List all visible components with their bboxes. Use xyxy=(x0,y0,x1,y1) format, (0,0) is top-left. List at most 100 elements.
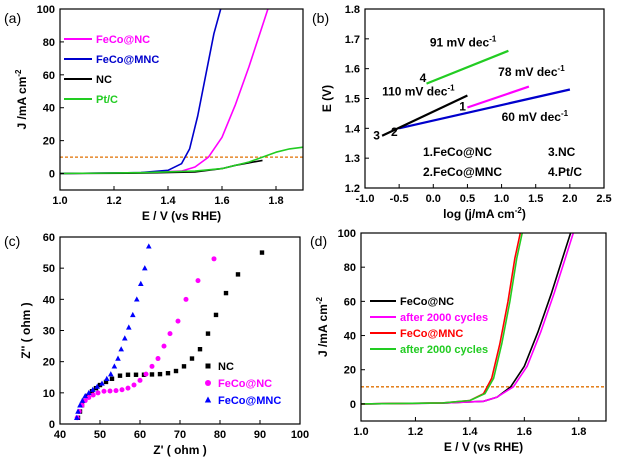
data-point xyxy=(155,356,161,362)
annotation: 91 mV dec-1 xyxy=(430,34,497,49)
annotation: 2 xyxy=(391,125,398,139)
data-point xyxy=(104,375,110,382)
data-point xyxy=(125,372,131,377)
x-tick-label: 50 xyxy=(94,429,106,441)
chart-panel-1: (a) 1.0 1.2 1.4 1.6 1.8 0 20 40 60 80 100 E / V (vs … xyxy=(4,4,304,223)
data-point xyxy=(149,372,155,377)
y-tick-label: 80 xyxy=(43,37,55,49)
x-axis-label: log (j/mA cm-2) xyxy=(443,206,526,221)
x-axis-label: E / V (vs RHE) xyxy=(444,440,523,454)
data-point xyxy=(118,346,124,352)
data-point xyxy=(138,280,144,286)
y-axis-label: J /mA cm-2 xyxy=(14,69,29,130)
series-line-2 xyxy=(360,232,575,405)
data-point xyxy=(74,414,80,420)
x-tick-label: 1.2 xyxy=(408,426,423,438)
legend-marker xyxy=(204,396,212,403)
series-2 xyxy=(74,256,217,421)
x-tick-label: 1.6 xyxy=(214,195,229,207)
y-axis-label: Z'' ( ohm ) xyxy=(19,302,33,358)
legend-marker xyxy=(205,363,211,369)
x-tick-label: 1.5 xyxy=(528,193,543,205)
y-tick-label: 60 xyxy=(43,70,55,82)
x-tick-label: -0.5 xyxy=(390,193,409,205)
data-point xyxy=(113,388,119,394)
chart-panel-4: (d) 1.0 1.2 1.4 1.6 1.8 0 20 40 60 80 100 E / V (vs … xyxy=(310,228,607,454)
data-point xyxy=(95,390,101,396)
data-point xyxy=(205,331,211,336)
data-point xyxy=(134,296,140,302)
y-tick-label: 20 xyxy=(43,136,55,148)
x-tick-label: 2.5 xyxy=(596,193,611,205)
x-tick-label: -1.0 xyxy=(356,193,375,205)
y-tick-label: 1.4 xyxy=(345,123,361,135)
y-tick-label: 1.7 xyxy=(345,34,360,46)
data-point xyxy=(90,386,96,392)
data-point xyxy=(77,402,83,408)
annotations-panel-2: 91 mV dec-178 mV dec-1 110 mV dec-1 60 mV … xyxy=(373,34,568,142)
data-point xyxy=(130,311,136,318)
y-tick-label: 1.3 xyxy=(345,153,360,165)
y-tick-label: 1.5 xyxy=(345,94,360,106)
series-3 xyxy=(74,243,152,420)
legend-label: 4.Pt/C xyxy=(548,165,582,179)
annotation: 110 mV dec-1 xyxy=(382,84,455,99)
legend-panel-1: FeCo@NC FeCo@MNC NC Pt/C xyxy=(64,34,159,106)
y-axis-label: E (V) xyxy=(320,85,334,112)
y-tick-label: 40 xyxy=(43,294,55,306)
data-point xyxy=(99,380,105,386)
legend-marker xyxy=(205,380,211,386)
legend-label: FeCo@NC xyxy=(218,378,272,390)
y-tick-label: 20 xyxy=(344,365,356,377)
data-point xyxy=(108,371,114,377)
data-point xyxy=(149,363,155,369)
y-tick-label: 60 xyxy=(344,296,356,308)
data-point xyxy=(161,343,167,349)
data-point xyxy=(183,296,189,302)
panel-label: (b) xyxy=(312,10,329,26)
data-point xyxy=(115,355,121,361)
data-point xyxy=(137,377,143,383)
legend-panel-3: NC FeCo@NC FeCo@MNC xyxy=(204,361,281,407)
x-tick-label: 1.6 xyxy=(517,426,532,438)
legend-label: after 2000 cycles xyxy=(400,312,488,324)
x-tick-label: 0.0 xyxy=(426,193,441,205)
data-point xyxy=(79,397,86,403)
x-tick-label: 70 xyxy=(174,429,186,441)
y-tick-label: 20 xyxy=(43,357,55,369)
x-tick-label: 1.8 xyxy=(268,195,283,207)
data-point xyxy=(90,392,96,398)
y-tick-label: 1.2 xyxy=(345,183,360,195)
data-point xyxy=(146,243,152,249)
x-tick-label: 90 xyxy=(254,429,266,441)
y-tick-label: 100 xyxy=(37,4,55,16)
y-tick-label: 0 xyxy=(49,419,55,431)
data-point xyxy=(157,371,163,377)
data-point xyxy=(167,331,173,337)
data-point xyxy=(142,265,148,271)
x-axis-label: Z' ( ohm ) xyxy=(153,443,207,457)
annotation: 3 xyxy=(373,129,380,143)
data-point xyxy=(86,389,92,396)
series-line-4 xyxy=(59,146,304,175)
legend-panel-4: FeCo@NC after 2000 cycles FeCo@MNC after 20… xyxy=(370,296,488,356)
plot-frame xyxy=(59,8,304,191)
x-tick-label: 2.0 xyxy=(562,193,577,205)
series-line-2 xyxy=(398,88,571,130)
x-axis-label: E / V (vs RHE) xyxy=(142,209,221,223)
data-point xyxy=(143,371,149,377)
y-tick-label: 1.8 xyxy=(345,4,360,16)
legend-label: 3.NC xyxy=(548,145,576,159)
data-point xyxy=(82,392,88,399)
legend-label: FeCo@NC xyxy=(96,34,150,46)
x-tick-label: 1.8 xyxy=(571,426,586,438)
data-point xyxy=(223,290,229,296)
data-point xyxy=(213,312,219,318)
data-point xyxy=(173,368,179,374)
annotation: 78 mV dec-1 xyxy=(498,64,565,79)
y-axis-label: J /mA cm-2 xyxy=(315,296,330,357)
legend-label: NC xyxy=(218,361,234,373)
legend-label: FeCo@MNC xyxy=(218,395,281,407)
x-tick-label: 60 xyxy=(134,429,146,441)
y-tick-label: 100 xyxy=(338,228,356,240)
